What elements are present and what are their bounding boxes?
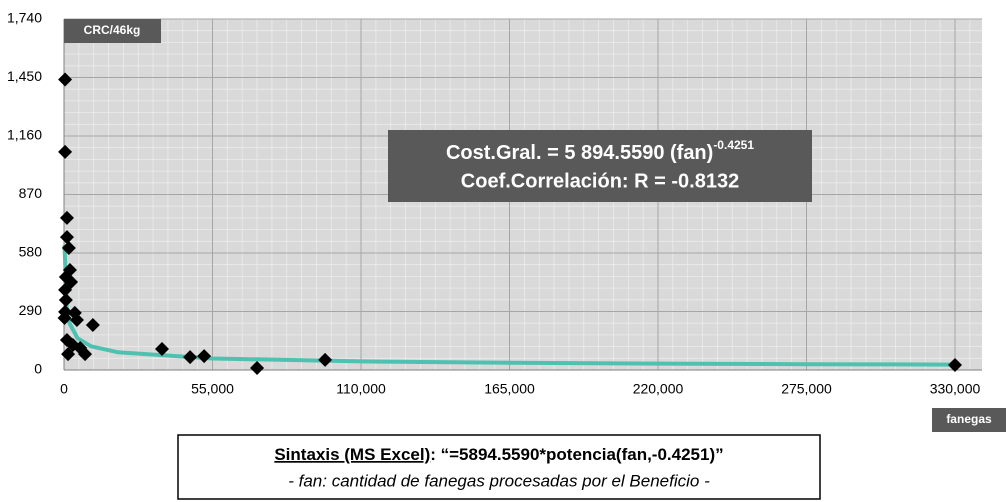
y-tick-label: 1,740 (7, 10, 42, 26)
y-tick-label: 1,450 (7, 68, 42, 84)
y-label-box (64, 19, 161, 43)
point (318, 352, 333, 367)
y-tick-label: 580 (19, 244, 43, 260)
point (59, 230, 74, 245)
point (197, 349, 212, 364)
note-description: - fan: cantidad de fanegas procesadas po… (288, 471, 710, 490)
annotation-box (388, 130, 812, 202)
note-box (177, 434, 821, 500)
point (78, 347, 93, 362)
syntax-label: Sintaxis (MS Excel) (274, 445, 430, 464)
x-tick-label: 220,000 (633, 381, 684, 397)
exponent: -0.4251 (713, 138, 754, 152)
point (948, 357, 962, 372)
x-label-box (932, 408, 1006, 432)
correlation: Coef.Correlación: R = -0.8132 (461, 170, 739, 192)
point (59, 210, 74, 225)
x-tick-label: 275,000 (781, 381, 832, 397)
point (58, 144, 73, 159)
point (57, 310, 72, 325)
point (250, 360, 265, 375)
point (69, 312, 84, 327)
syntax: Sintaxis (MS Excel): “=5894.5590*potenci… (274, 445, 723, 464)
y-axis-label: CRC/46kg (84, 23, 141, 37)
marks (57, 72, 962, 375)
syntax-formula: : “=5894.5590*potencia(fan,-0.4251)” (430, 445, 723, 464)
x-tick-label: 330,000 (930, 381, 981, 397)
point (61, 240, 76, 255)
point (85, 318, 100, 333)
equation: Cost.Gral. = 5 894.5590 (fan)-0.4251 (446, 138, 754, 164)
x-axis-label: fanegas (946, 412, 992, 426)
y-tick-label: 0 (34, 361, 42, 377)
point (58, 72, 73, 87)
point (64, 275, 79, 290)
point (58, 293, 73, 308)
point (183, 350, 198, 365)
x-tick-label: 110,000 (336, 381, 386, 397)
point (62, 262, 77, 277)
equation-text: Cost.Gral. = 5 894.5590 (fan) (446, 142, 713, 164)
y-tick-label: 290 (19, 302, 43, 318)
x-tick-label: 0 (60, 381, 68, 397)
x-tick-label: 55,000 (191, 381, 234, 397)
y-tick-label: 870 (19, 185, 43, 201)
x-tick-label: 165,000 (484, 381, 535, 397)
point (155, 342, 170, 357)
y-tick-label: 1,160 (7, 127, 42, 143)
